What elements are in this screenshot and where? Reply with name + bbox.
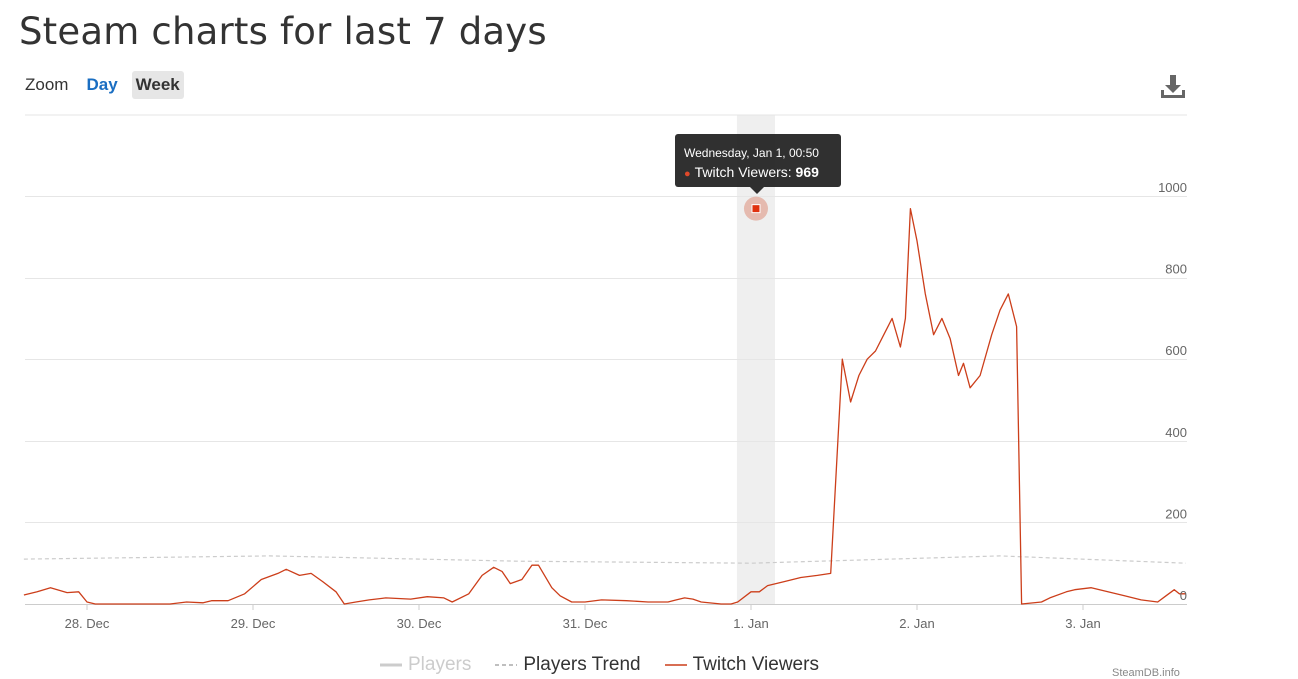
players-trend-series <box>23 555 1186 564</box>
tooltip-value: 969 <box>795 164 819 180</box>
legend-players-label: Players <box>408 654 472 675</box>
zoom-day-button[interactable]: Day <box>86 75 118 94</box>
x-tick-label: 1. Jan <box>733 616 768 631</box>
y-axis-ticks: 0 200 400 600 800 1000 <box>1158 180 1187 603</box>
players-trend-line <box>23 555 1186 564</box>
x-tick-label: 28. Dec <box>65 616 110 631</box>
legend-trend-swatch <box>495 664 518 666</box>
tooltip-arrow <box>750 187 764 194</box>
tooltip-date: Wednesday, Jan 1, 00:50 <box>684 146 819 160</box>
x-tick-label: 2. Jan <box>899 616 934 631</box>
credit[interactable]: SteamDB.info <box>1112 667 1180 679</box>
x-tick-label: 3. Jan <box>1065 616 1100 631</box>
tooltip: Wednesday, Jan 1, 00:50 ● Twitch Viewers:… <box>675 134 841 187</box>
legend: Players Players Trend Twitch Viewers <box>380 654 843 676</box>
legend-players-swatch <box>380 663 402 667</box>
y-tick-label: 200 <box>1165 506 1187 521</box>
zoom-label: Zoom <box>25 75 69 94</box>
tooltip-series: Twitch Viewers <box>694 164 788 180</box>
legend-twitch-viewers[interactable]: Twitch Viewers <box>664 654 819 676</box>
zoom-bar: Zoom Day Week <box>25 70 194 100</box>
x-axis-ticks: 28. Dec 29. Dec 30. Dec 31. Dec 1. Jan 2. Jan… <box>65 604 1101 631</box>
legend-twitch-swatch <box>664 664 687 666</box>
y-tick-label: 600 <box>1165 343 1187 358</box>
x-tick-label: 29. Dec <box>231 616 276 631</box>
hover-marker <box>743 196 768 221</box>
y-tick-label: 1000 <box>1158 180 1187 195</box>
legend-players[interactable]: Players <box>380 654 471 676</box>
legend-trend-label: Players Trend <box>523 654 641 675</box>
hover-point <box>751 204 761 214</box>
zoom-week-button[interactable]: Week <box>131 71 184 99</box>
crosshair-band <box>736 115 775 604</box>
gridlines <box>25 114 1187 605</box>
page-title: Steam charts for last 7 days <box>19 10 547 53</box>
legend-players-trend[interactable]: Players Trend <box>495 654 641 676</box>
twitch-viewers-series <box>23 207 1186 605</box>
x-tick-label: 31. Dec <box>563 616 608 631</box>
y-tick-label: 0 <box>1180 588 1187 603</box>
y-tick-label: 400 <box>1165 425 1187 440</box>
download-icon[interactable] <box>1158 72 1188 102</box>
legend-twitch-label: Twitch Viewers <box>692 654 819 675</box>
series-dot-icon: ● <box>684 168 691 180</box>
y-tick-label: 800 <box>1165 262 1187 277</box>
twitch-viewers-line <box>23 207 1186 605</box>
x-tick-label: 30. Dec <box>397 616 442 631</box>
